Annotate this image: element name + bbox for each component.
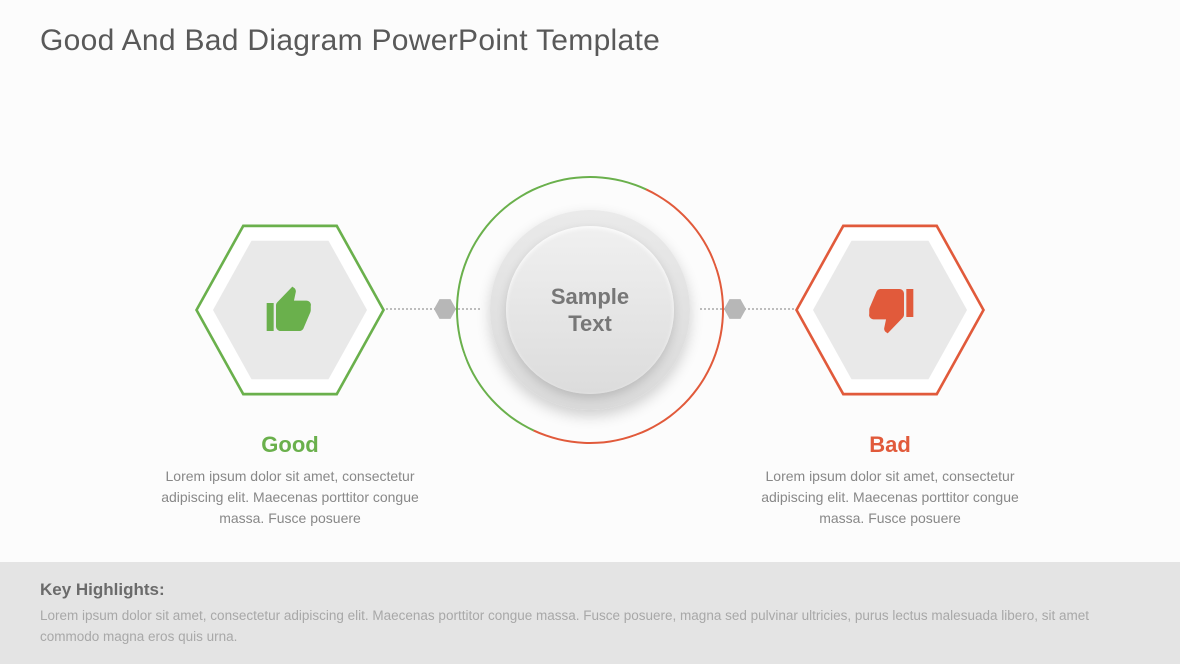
good-label: Good: [160, 432, 420, 458]
center-circle: Sample Text: [490, 210, 690, 410]
hexagon-good: [195, 215, 385, 405]
thumbs-up-icon: [262, 282, 318, 338]
diagram: Sample Text: [0, 110, 1180, 430]
slide-title: Good And Bad Diagram PowerPoint Template: [40, 24, 660, 58]
thumbs-down-icon: [862, 282, 918, 338]
hexagon-bad: [795, 215, 985, 405]
connector-node-left: [434, 298, 456, 320]
bad-label: Bad: [760, 432, 1020, 458]
center-text: Sample Text: [551, 283, 629, 338]
slide: Good And Bad Diagram PowerPoint Template…: [0, 0, 1180, 664]
center-circle-inner: Sample Text: [506, 226, 674, 394]
footer: Key Highlights: Lorem ipsum dolor sit am…: [0, 562, 1180, 664]
footer-title: Key Highlights:: [40, 580, 1140, 600]
good-body: Lorem ipsum dolor sit amet, consectetur …: [150, 466, 430, 529]
connector-node-right: [724, 298, 746, 320]
footer-body: Lorem ipsum dolor sit amet, consectetur …: [40, 606, 1120, 648]
bad-body: Lorem ipsum dolor sit amet, consectetur …: [750, 466, 1030, 529]
